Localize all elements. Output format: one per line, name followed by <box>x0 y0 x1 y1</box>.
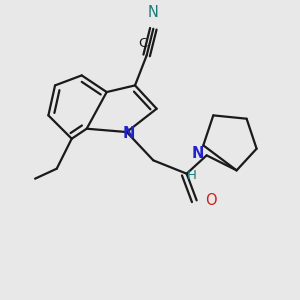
Text: N: N <box>122 126 134 141</box>
Text: C: C <box>139 38 148 50</box>
Text: H: H <box>187 169 196 182</box>
Text: N: N <box>192 146 205 161</box>
Text: N: N <box>148 5 159 20</box>
Text: O: O <box>205 193 217 208</box>
